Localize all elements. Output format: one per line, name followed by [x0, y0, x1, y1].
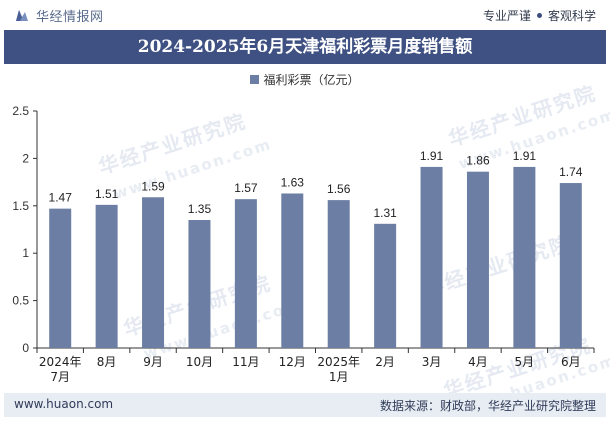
y-tick-label: 1.5	[12, 199, 29, 213]
x-tick-label: 8月	[97, 355, 117, 369]
legend-label: 福利彩票（亿元）	[263, 72, 360, 87]
bar	[142, 197, 165, 348]
bar	[49, 208, 72, 348]
footer-source: 数据来源：财政部，华经产业研究院整理	[379, 399, 596, 413]
brand-name: 华经情报网	[36, 9, 104, 25]
top-bar: 华经情报网 专业严谨 客观科学	[0, 0, 610, 30]
data-label: 1.63	[281, 175, 305, 189]
chart-title: 2024-2025年6月天津福利彩票月度销售额	[4, 30, 606, 64]
data-label: 1.51	[95, 187, 119, 201]
x-tick-label: 3月	[422, 355, 442, 369]
y-tick-label: 0	[22, 341, 29, 355]
data-label: 1.56	[327, 182, 351, 196]
data-label: 1.86	[466, 154, 490, 168]
y-tick-label: 1	[22, 246, 29, 260]
footer-website-link[interactable]: www.huaon.com	[14, 397, 114, 411]
bar	[95, 204, 118, 348]
bar	[559, 183, 582, 348]
slogan-left: 专业严谨	[482, 9, 531, 23]
brand-logo-icon	[16, 10, 28, 21]
data-label: 1.91	[513, 149, 537, 163]
x-tick-label: 5月	[515, 355, 535, 369]
bar	[188, 220, 211, 348]
x-tick-label: 1月	[329, 370, 349, 384]
bar	[281, 193, 304, 348]
y-tick-label: 0.5	[12, 294, 29, 308]
data-label: 1.31	[373, 206, 397, 220]
x-tick-label: 2025年	[317, 355, 360, 369]
bar	[327, 200, 350, 348]
x-tick-label: 6月	[561, 355, 581, 369]
brand[interactable]: 华经情报网	[14, 6, 104, 25]
x-tick-label: 9月	[143, 355, 163, 369]
bar	[420, 166, 443, 348]
data-label: 1.47	[49, 191, 73, 205]
x-tick-label: 7月	[50, 370, 70, 384]
bar	[234, 199, 257, 348]
bullet-dot-icon	[536, 13, 542, 18]
slogan: 专业严谨 客观科学	[483, 7, 596, 24]
bar	[374, 223, 397, 348]
x-tick-label: 12月	[279, 355, 306, 369]
y-tick-label: 2	[22, 151, 29, 165]
bar	[466, 171, 489, 348]
bar	[513, 166, 536, 348]
legend: 福利彩票（亿元）	[0, 70, 610, 88]
data-label: 1.59	[141, 179, 165, 193]
x-tick-label: 2月	[375, 355, 395, 369]
x-tick-label: 4月	[468, 355, 488, 369]
slogan-right: 客观科学	[547, 9, 596, 23]
data-label: 1.35	[188, 202, 212, 216]
x-tick-label: 11月	[232, 355, 259, 369]
data-label: 1.91	[420, 149, 444, 163]
y-tick-label: 2.5	[12, 104, 29, 118]
footer: www.huaon.com 数据来源：财政部，华经产业研究院整理	[4, 393, 606, 417]
x-tick-label: 2024年	[39, 355, 82, 369]
x-tick-label: 10月	[186, 355, 213, 369]
legend-swatch	[250, 74, 260, 84]
data-label: 1.74	[559, 165, 583, 179]
data-label: 1.57	[234, 181, 258, 195]
